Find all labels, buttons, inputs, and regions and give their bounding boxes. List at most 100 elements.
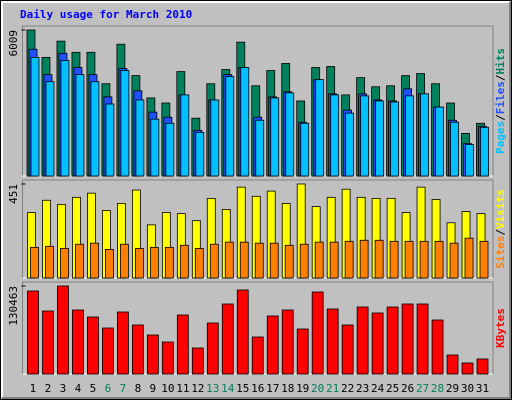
- bar: [479, 240, 489, 279]
- x-tick-label: 22: [341, 382, 354, 395]
- bar: [315, 79, 325, 177]
- bar: [314, 241, 324, 279]
- bar: [300, 122, 310, 177]
- bar: [329, 241, 339, 279]
- bar: [180, 94, 190, 177]
- bar: [446, 354, 459, 375]
- y-max-label: 130463: [7, 286, 20, 326]
- y-max-label: 451: [7, 184, 20, 204]
- bar: [359, 239, 369, 279]
- bar: [224, 241, 234, 279]
- x-tick-label: 16: [251, 382, 264, 395]
- x-tick-label: 28: [431, 382, 444, 395]
- legend-entry: Hits: [494, 48, 507, 75]
- bar: [284, 244, 294, 279]
- bar: [116, 311, 129, 375]
- bar: [30, 246, 39, 279]
- legend: Pages/Files/Hits: [494, 48, 507, 154]
- bar: [131, 324, 144, 375]
- bar: [374, 239, 384, 279]
- bar: [356, 306, 369, 375]
- bevel-light: [1, 1, 510, 398]
- bar: [45, 81, 55, 177]
- bar: [191, 347, 204, 375]
- bar: [386, 306, 399, 375]
- x-tick-label: 1: [30, 382, 37, 395]
- x-tick-label: 30: [461, 382, 474, 395]
- x-tick-label: 27: [416, 382, 429, 395]
- legend-entry: Files: [494, 81, 507, 114]
- bar: [464, 237, 474, 279]
- bar: [102, 327, 114, 375]
- bar: [87, 316, 99, 375]
- bar: [72, 309, 84, 375]
- bar: [450, 121, 459, 177]
- bar: [461, 362, 474, 375]
- x-tick-label: 31: [476, 382, 489, 395]
- bar: [120, 70, 130, 177]
- bar: [269, 242, 279, 279]
- bar: [311, 291, 324, 375]
- bar: [176, 314, 189, 375]
- bar: [299, 243, 309, 279]
- legend: Sites/Visits: [494, 189, 507, 269]
- bar: [434, 240, 444, 279]
- bar: [281, 309, 294, 375]
- x-tick-label: 29: [446, 382, 459, 395]
- bar: [195, 132, 205, 177]
- bar: [420, 93, 429, 177]
- bar: [161, 341, 174, 375]
- bar: [45, 245, 54, 279]
- bar: [389, 240, 399, 279]
- chart-title: Daily usage for March 2010: [20, 8, 192, 21]
- bar: [404, 240, 414, 279]
- x-tick-label: 17: [266, 382, 279, 395]
- x-tick-label: 10: [161, 382, 174, 395]
- x-tick-label: 14: [221, 382, 235, 395]
- bar: [255, 119, 265, 177]
- x-tick-label: 25: [386, 382, 399, 395]
- bar: [251, 336, 264, 375]
- bar: [390, 101, 400, 177]
- bar: [401, 303, 414, 375]
- bar: [236, 289, 249, 375]
- legend-entry: KBytes: [494, 308, 507, 348]
- bar: [30, 56, 40, 177]
- bar: [375, 100, 385, 177]
- x-tick-label: 9: [150, 382, 157, 395]
- bar: [435, 106, 444, 177]
- bar: [60, 60, 70, 177]
- x-tick-label: 2: [45, 382, 52, 395]
- x-tick-label: 26: [401, 382, 414, 395]
- legend-separator: /: [494, 74, 507, 81]
- bar: [105, 103, 115, 177]
- bar: [27, 290, 39, 375]
- bar: [344, 240, 354, 279]
- bar: [465, 144, 474, 177]
- bar: [341, 324, 354, 375]
- legend-separator: /: [494, 229, 507, 236]
- x-tick-label: 4: [75, 382, 82, 395]
- legend-entry: Pages: [494, 121, 507, 154]
- bar: [75, 243, 84, 279]
- x-tick-label: 6: [105, 382, 112, 395]
- bar: [240, 67, 250, 177]
- bar: [90, 81, 100, 177]
- x-tick-label: 24: [371, 382, 385, 395]
- bar: [164, 246, 174, 279]
- bar: [225, 76, 235, 177]
- bar: [209, 243, 219, 279]
- bar: [405, 95, 414, 177]
- bar: [254, 242, 264, 279]
- bar: [119, 243, 129, 279]
- bar: [476, 358, 489, 375]
- bar: [146, 334, 159, 375]
- bevel-dark: [2, 2, 511, 399]
- legend-separator: /: [494, 114, 507, 121]
- bar: [179, 244, 189, 279]
- bar: [165, 122, 175, 177]
- x-tick-label: 18: [281, 382, 294, 395]
- bar: [210, 99, 220, 177]
- x-tick-label: 13: [206, 382, 219, 395]
